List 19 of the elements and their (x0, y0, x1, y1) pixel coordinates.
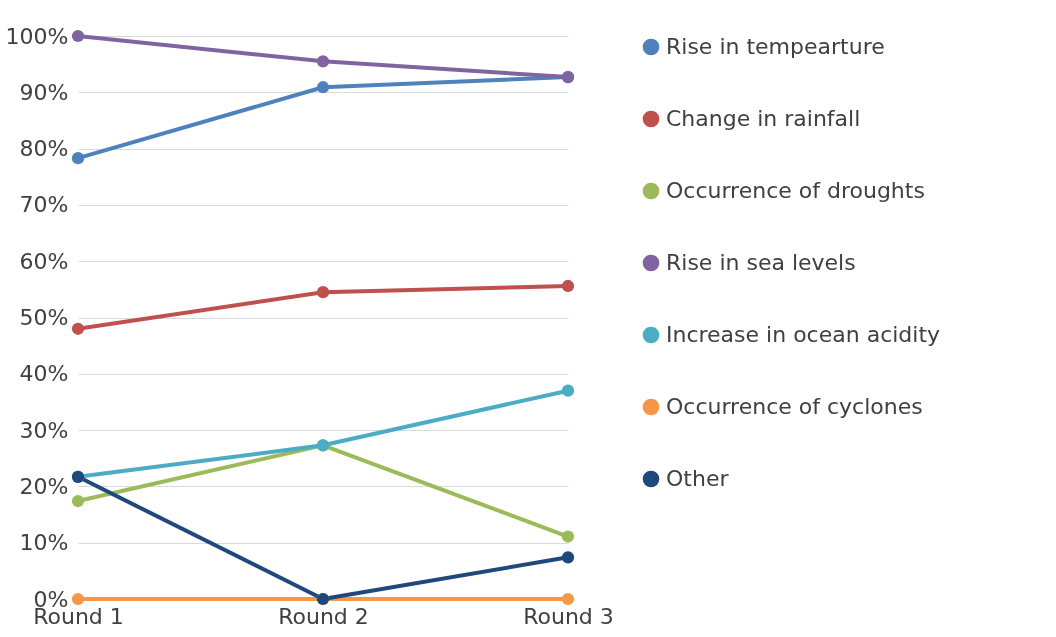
legend-label: Rise in tempearture (666, 34, 885, 59)
y-tick-label: 20% (19, 473, 69, 499)
y-tick-label: 80% (19, 136, 69, 162)
legend-label: Change in rainfall (666, 106, 861, 131)
y-tick-label: 100% (5, 23, 69, 49)
y-tick-label: 90% (19, 79, 69, 105)
y-tick-label: 30% (19, 417, 69, 443)
legend-label: Increase in ocean acidity (666, 322, 941, 347)
legend-label: Occurrence of droughts (666, 178, 925, 203)
y-tick-label: 70% (19, 192, 69, 218)
y-tick-label: 60% (19, 248, 69, 274)
y-tick-label: 40% (19, 361, 69, 387)
x-tick-label: Round 2 (278, 603, 369, 629)
legend-label: Other (666, 466, 730, 491)
legend-label: Rise in sea levels (666, 250, 856, 275)
x-tick-label: Round 3 (523, 603, 614, 629)
legend-label: Occurrence of cyclones (666, 394, 923, 419)
y-tick-label: 50% (19, 305, 69, 330)
y-tick-label: 10% (19, 530, 69, 556)
